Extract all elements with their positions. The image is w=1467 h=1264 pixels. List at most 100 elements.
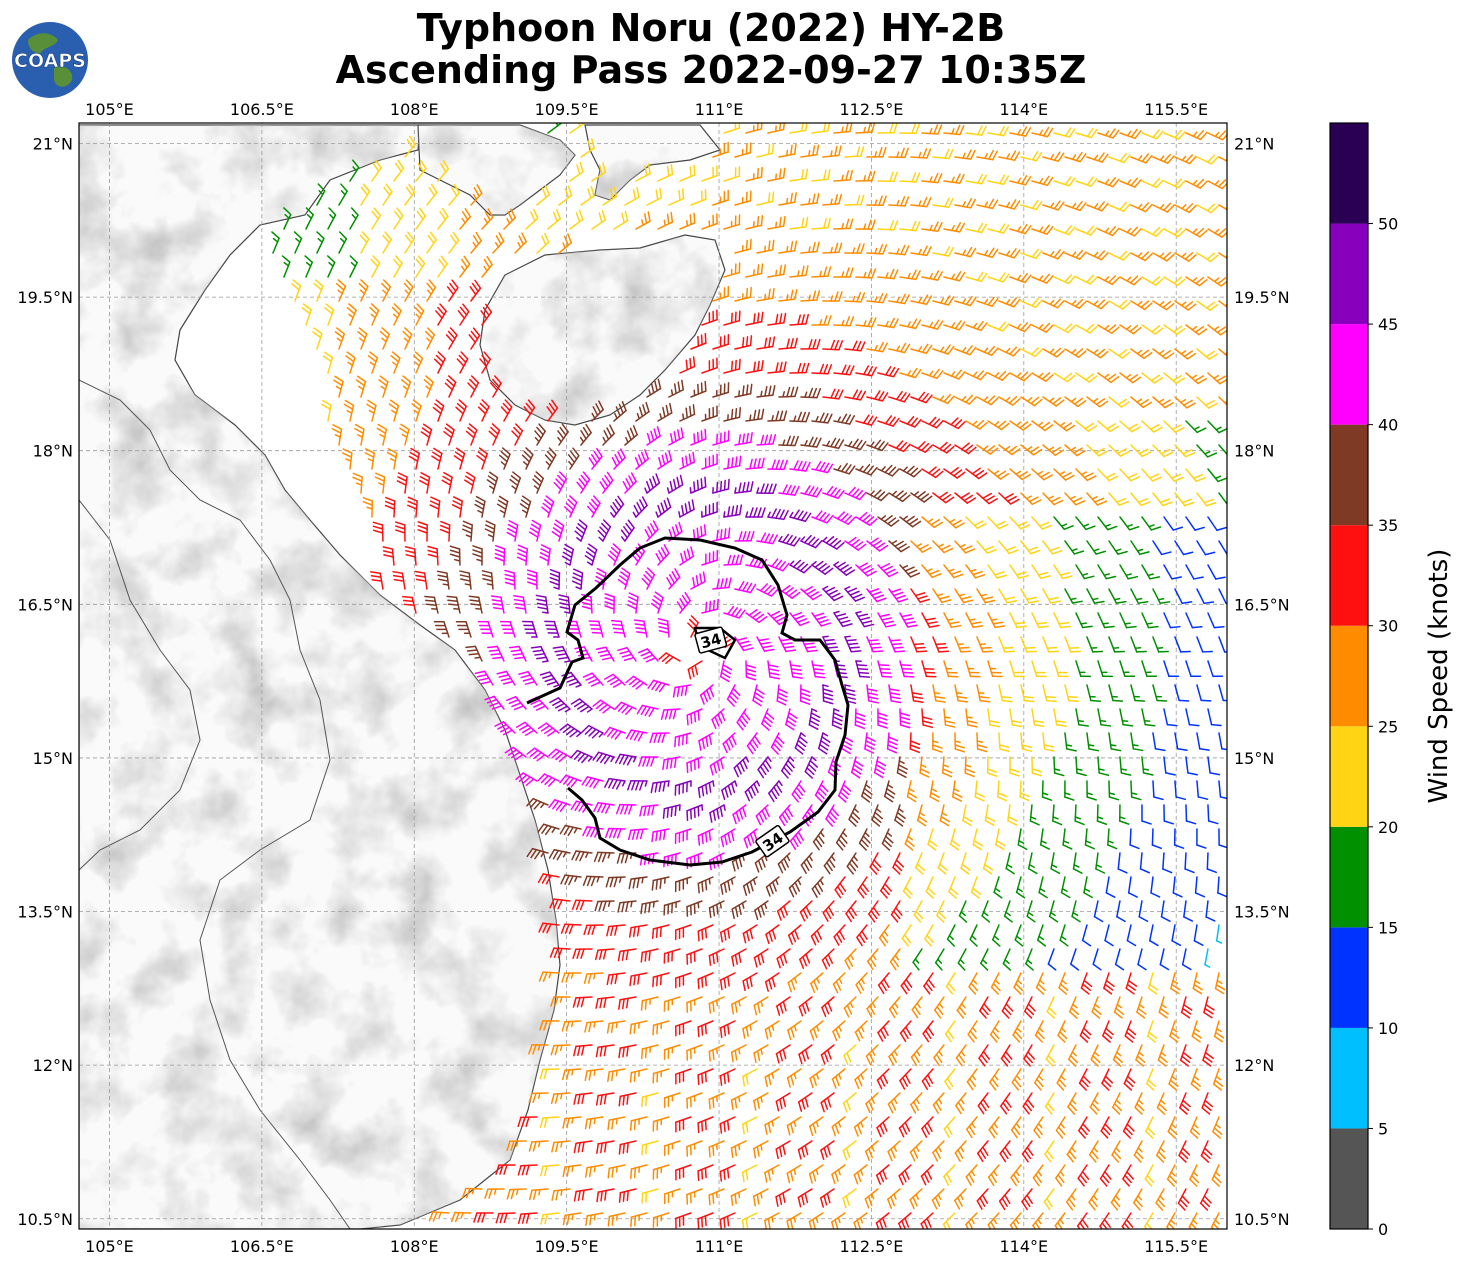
wind-barb [800,534,823,549]
wind-barb [1031,516,1052,530]
wind-barb [756,239,775,254]
wind-barb [921,124,943,135]
wind-barb [767,123,786,134]
wind-barb [1064,200,1087,212]
wind-barb [679,356,696,374]
wind-barb [316,231,325,254]
wind-barb [1086,201,1109,212]
wind-barb [1009,468,1032,481]
wind-barb [324,303,335,326]
wind-barb [866,341,888,353]
wind-barb [734,335,753,350]
wind-barb [446,279,459,302]
wind-barb [403,279,414,302]
wind-barb [635,211,651,230]
wind-barb [558,233,573,254]
wind-barb [586,495,601,518]
wind-barb [899,318,922,330]
wind-barb [822,437,845,450]
wind-barb [767,410,788,422]
wind-barb [745,263,764,278]
colorbar-label: Wind Speed (knots) [1424,549,1454,804]
wind-barb [411,399,422,422]
wind-barb [976,247,999,258]
wind-barb [678,499,695,518]
lat-tick-label-right: 15°N [1234,749,1274,768]
wind-barb [910,540,932,553]
wind-barb [1119,516,1140,531]
wind-barb [943,516,965,529]
wind-barb [1174,154,1197,165]
wind-barb [1009,516,1031,530]
wind-barb [1163,516,1184,531]
map-title-line-2: Ascending Pass 2022-09-27 10:35Z [335,48,1087,92]
wind-barb [1086,348,1109,359]
wind-barb [553,471,568,494]
wind-barb [1064,298,1087,309]
wind-barb [1196,396,1218,409]
lon-tick-label-top: 111°E [695,100,744,119]
wind-barb [393,207,404,230]
wind-barb [877,220,899,231]
wind-barb [500,399,513,422]
wind-barb [987,272,1010,283]
wind-barb [1174,444,1196,458]
wind-barb [371,207,382,230]
wind-barb [943,320,966,331]
wind-barb [459,255,471,278]
wind-barb [1152,348,1175,360]
wind-barb [1009,272,1032,284]
wind-barb [443,423,455,446]
wind-barb [1042,396,1065,407]
wind-barb [415,159,427,182]
wind-barb [679,404,696,422]
colorbar-segment [1330,525,1368,626]
wind-barb [1097,516,1118,531]
wind-barb [576,471,591,494]
wind-barb [998,297,1021,308]
wind-barb [866,489,889,502]
wind-barb [965,419,988,430]
wind-barb [376,423,388,446]
wind-barb [1207,179,1227,190]
wind-barb [322,351,334,374]
wind-barb [503,208,516,230]
wind-barb-field [271,123,1227,1229]
wind-barb [910,196,932,208]
wind-barb [1009,371,1032,382]
wind-barb [921,416,944,429]
wind-barb [470,231,482,254]
wind-barb [477,399,490,422]
wind-barb [1163,324,1186,336]
wind-barb [364,448,376,470]
wind-barb [1064,249,1087,260]
wind-barb [644,520,659,542]
wind-barb [954,198,976,209]
wind-barb [778,192,797,206]
lat-tick-label-right: 21°N [1234,134,1274,153]
wind-barb [767,312,787,326]
wind-barb [690,332,707,350]
lon-tick-label-top: 109.5°E [535,100,599,119]
wind-barb [1009,420,1032,431]
wind-barb [789,216,809,230]
wind-barb [580,138,596,158]
colorbar-segment [1330,625,1368,727]
wind-barb [321,399,332,422]
wind-barb [1196,492,1217,507]
wind-barb [1152,300,1175,311]
wind-barb [1196,252,1219,263]
wind-barb [866,390,889,402]
wind-barb [415,255,426,278]
wind-barb [433,351,446,374]
colorbar-tick-label: 0 [1378,1220,1388,1239]
lon-tick-label-bottom: 109.5°E [535,1237,599,1256]
wind-barb [367,351,379,374]
latitude-labels-left: 21°N 19.5°N 18°N 16.5°N 15°N 13.5°N 12°N 10.5°N [17,134,73,1228]
wind-barb [301,303,312,326]
wind-barb [588,447,603,470]
wind-barb [833,462,856,475]
wind-barb [723,166,741,182]
lon-tick-label-bottom: 111°E [695,1237,744,1256]
wind-barb [1020,347,1043,358]
